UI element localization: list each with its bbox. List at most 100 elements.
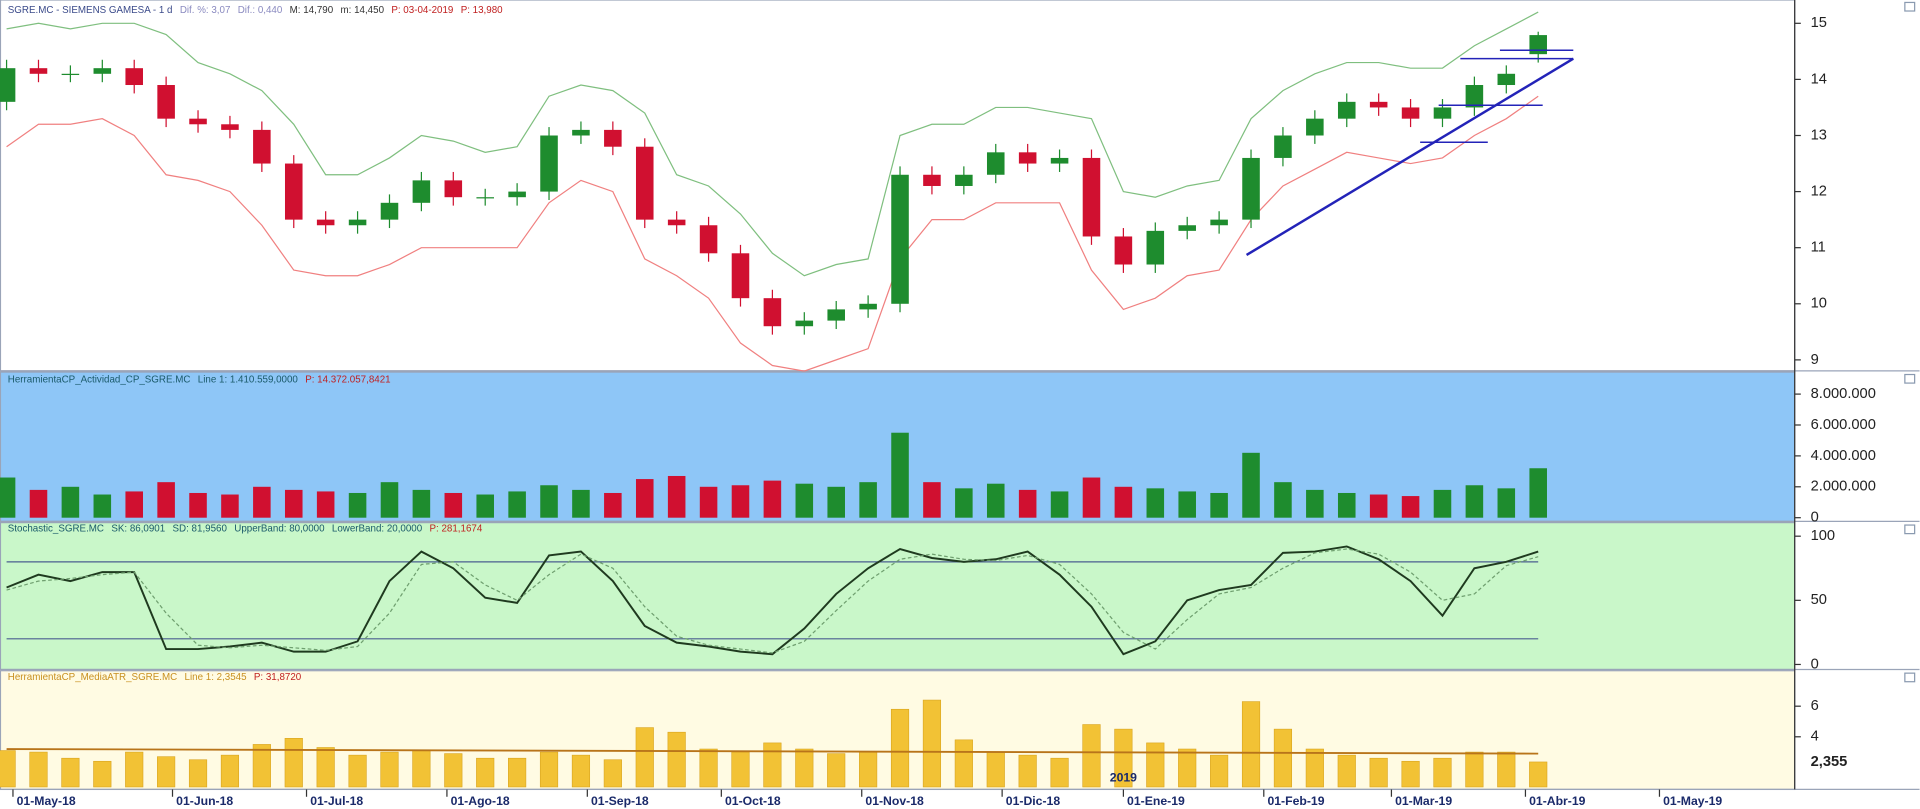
candle-body xyxy=(125,68,143,86)
bar xyxy=(1401,760,1420,788)
bar xyxy=(1114,728,1133,788)
y-tick-label: 9 xyxy=(1811,352,1819,368)
header-item: SK: 86,0901 xyxy=(111,523,165,534)
bar xyxy=(508,757,527,788)
bar xyxy=(1305,748,1324,788)
bar xyxy=(412,489,431,518)
bar xyxy=(444,492,463,518)
header-item: Dif. %: 3,07 xyxy=(180,4,231,15)
panel-header: SGRE.MC - SIEMENS GAMESA - 1 d Dif. %: 3,… xyxy=(8,4,503,15)
y-tick-label: 100 xyxy=(1811,528,1835,544)
candle-body xyxy=(284,163,303,220)
header-item: M: 14,790 xyxy=(290,4,334,15)
bar xyxy=(1210,754,1229,788)
y-tick-label: 8.000.000 xyxy=(1811,386,1876,402)
bar xyxy=(603,759,622,788)
header-item: SD: 81,9560 xyxy=(173,523,228,534)
bar xyxy=(252,744,271,788)
candle-body xyxy=(1369,101,1388,108)
average-line xyxy=(6,748,1539,755)
bar xyxy=(1465,751,1484,788)
last-value-label: 2,355 xyxy=(1811,754,1848,770)
candle-body xyxy=(763,298,782,327)
candle-body xyxy=(444,180,463,198)
bar xyxy=(635,479,654,518)
bar xyxy=(1178,748,1197,788)
panel-background xyxy=(0,521,1796,671)
candle-body xyxy=(1050,157,1069,164)
upper-band xyxy=(6,11,1539,277)
bar xyxy=(61,757,80,788)
candle-body xyxy=(540,135,558,192)
bar xyxy=(253,486,271,518)
bar xyxy=(1369,757,1388,788)
lower-band xyxy=(6,95,1539,372)
y-tick-label: 0 xyxy=(1811,510,1819,526)
candle-body xyxy=(476,197,494,199)
y-tick-label: 14 xyxy=(1811,71,1827,87)
bar xyxy=(444,753,463,788)
bar xyxy=(1146,742,1165,788)
bar xyxy=(29,751,48,788)
bar xyxy=(1369,494,1388,518)
bar xyxy=(667,475,686,518)
y-tick-label: 11 xyxy=(1811,240,1826,256)
bar xyxy=(93,494,112,518)
bar xyxy=(986,751,1005,788)
header-item: P: 281,1674 xyxy=(430,523,483,534)
y-tick-label: 12 xyxy=(1811,183,1827,199)
candle-body xyxy=(859,303,877,310)
candle-body xyxy=(1465,85,1484,108)
x-tick-label: 01-May-19 xyxy=(1663,794,1722,808)
x-tick-label: 01-Jul-18 xyxy=(310,794,363,808)
candle-body xyxy=(61,73,80,76)
panel-button xyxy=(1904,373,1916,384)
bar xyxy=(348,492,367,518)
panel-header: HerramientaCP_Actividad_CP_SGRE.MC Line 1… xyxy=(8,374,391,385)
candle-body xyxy=(635,146,654,220)
header-item: UpperBand: 80,0000 xyxy=(234,523,325,534)
bar xyxy=(1401,496,1420,518)
y-tick-label: 15 xyxy=(1811,15,1827,31)
candle-body xyxy=(29,68,48,74)
candle-body xyxy=(1178,225,1196,231)
bar xyxy=(1018,489,1037,518)
bar xyxy=(1433,489,1452,518)
x-tick-label: 01-Sep-18 xyxy=(591,794,649,808)
y-tick-label: 4.000.000 xyxy=(1811,448,1876,464)
bar xyxy=(348,754,367,788)
candle-body xyxy=(795,320,814,327)
panel-button xyxy=(1904,1,1916,12)
bar xyxy=(380,751,399,788)
bar xyxy=(316,491,335,518)
bar xyxy=(539,751,559,788)
bar xyxy=(922,699,942,788)
bar xyxy=(827,753,846,788)
bar xyxy=(1529,468,1547,518)
bar xyxy=(29,489,48,518)
bar xyxy=(220,754,240,788)
bar xyxy=(125,751,144,788)
bar xyxy=(795,748,814,788)
candle-body xyxy=(923,174,941,186)
bar xyxy=(635,727,654,788)
bar xyxy=(859,482,877,518)
bar xyxy=(1018,754,1037,788)
bar xyxy=(1337,754,1356,788)
candle-body xyxy=(827,309,845,321)
header-item: P: 14.372.057,8421 xyxy=(305,374,390,385)
candle-body xyxy=(731,253,750,299)
candle-body xyxy=(1306,118,1324,136)
bar xyxy=(923,482,941,518)
trendline xyxy=(1245,57,1574,257)
candle-body xyxy=(1018,152,1037,164)
y-tick-label: 2.000.000 xyxy=(1811,479,1876,495)
bar xyxy=(604,492,622,518)
bar xyxy=(763,742,782,788)
year-label: 2019 xyxy=(1110,771,1137,785)
candle-body xyxy=(0,68,16,102)
bar xyxy=(1274,482,1292,518)
x-tick-label: 01-May-18 xyxy=(17,794,76,808)
candle-body xyxy=(1337,101,1356,119)
candle-body xyxy=(604,129,622,147)
